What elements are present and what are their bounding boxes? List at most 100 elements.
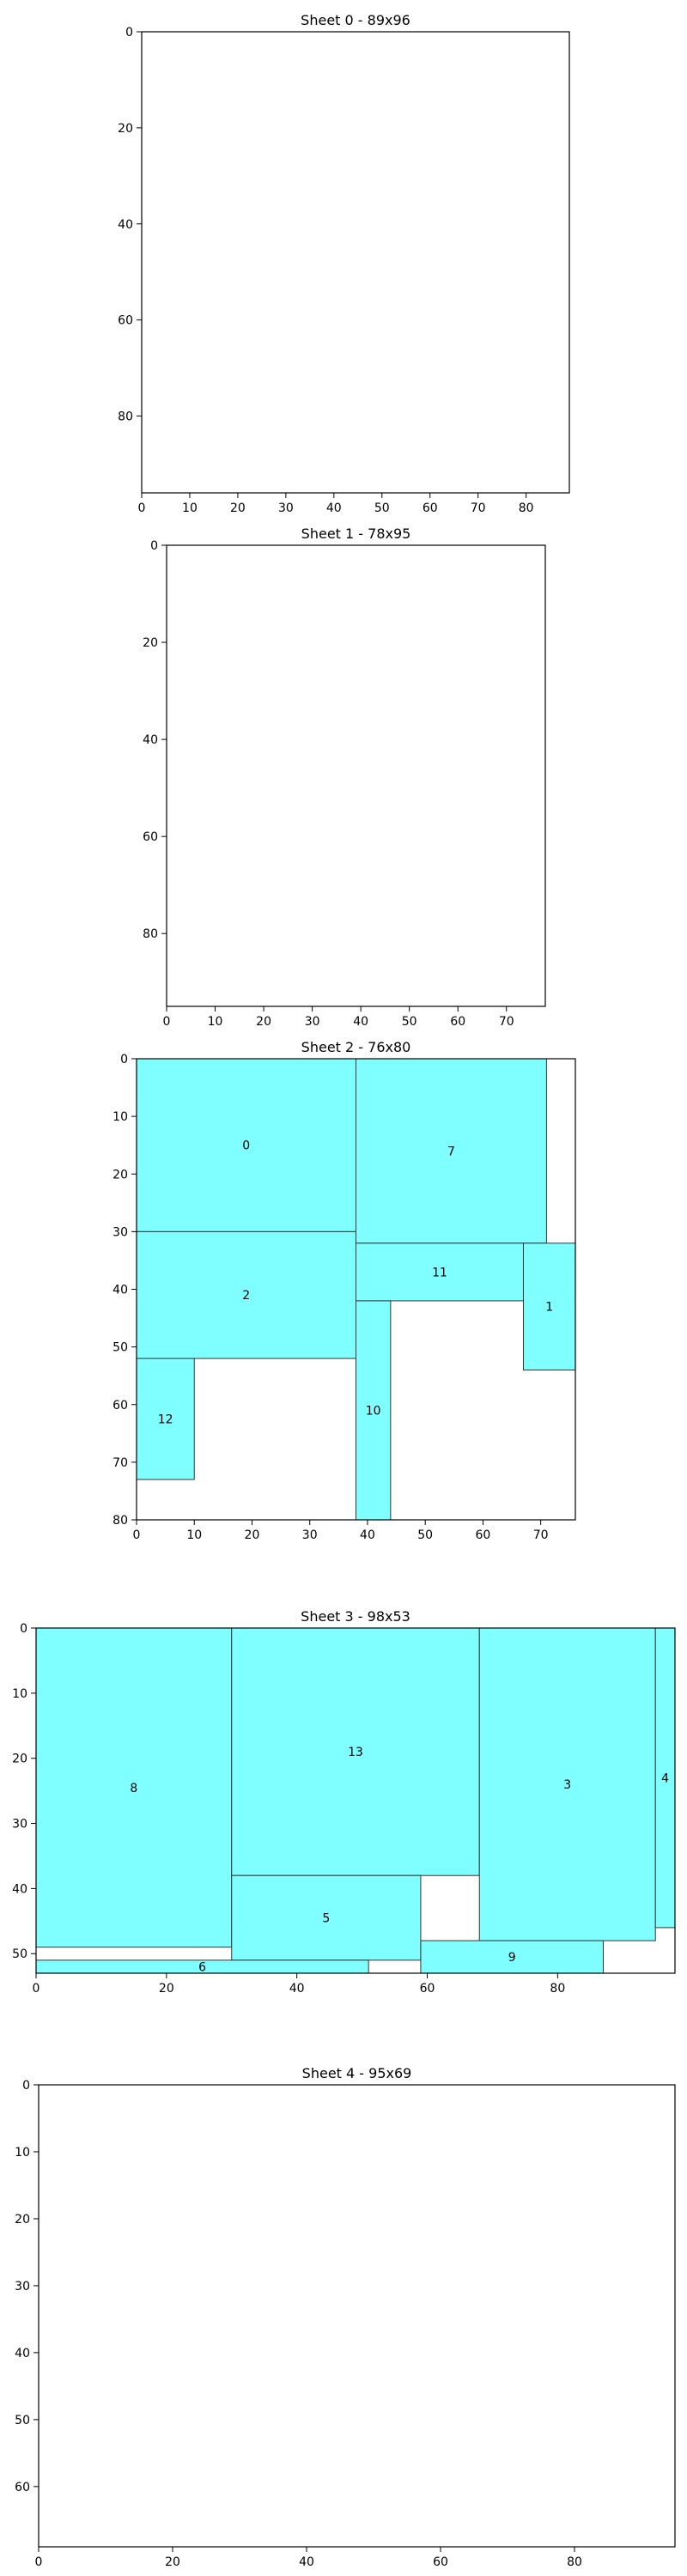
y-tick-label: 20	[112, 1168, 128, 1182]
y-tick-label: 80	[143, 927, 158, 941]
x-tick-label: 10	[182, 501, 198, 515]
packed-rect-10	[356, 1300, 392, 1521]
x-tick-label: 80	[519, 501, 534, 515]
x-tick-label: 20	[165, 2555, 180, 2569]
sheet-border	[35, 1627, 676, 1974]
x-tick-label: 60	[420, 1982, 435, 1996]
rect-label-7: 7	[447, 1145, 455, 1158]
y-tick-label: 40	[112, 1284, 128, 1297]
y-tick-label: 40	[143, 733, 158, 747]
x-tick-label: 0	[138, 501, 146, 515]
x-tick-label: 0	[163, 1015, 171, 1029]
x-tick-label: 30	[305, 1015, 320, 1029]
x-tick-label: 20	[256, 1015, 271, 1029]
x-tick-label: 20	[230, 501, 246, 515]
rect-label-3: 3	[563, 1778, 571, 1792]
y-tick-label: 40	[12, 1882, 27, 1896]
y-tick-label: 60	[112, 1399, 128, 1413]
y-tick-label: 80	[112, 1514, 128, 1528]
rect-label-10: 10	[366, 1404, 381, 1418]
y-tick-label: 20	[143, 636, 158, 650]
y-tick-label: 20	[15, 2213, 30, 2227]
x-tick-label: 60	[423, 501, 438, 515]
y-tick-label: 30	[12, 1818, 27, 1832]
sheet-0-chart: Sheet 0 - 89x96 0 10 20 30 40 50 60 70 80 0 20 40 60 8…	[118, 12, 570, 515]
x-tick-label: 50	[402, 1015, 417, 1029]
sheet-border	[166, 544, 546, 1007]
y-tick-label: 50	[15, 2414, 30, 2427]
y-tick-label: 10	[112, 1110, 128, 1124]
y-tick-label: 10	[12, 1687, 27, 1701]
x-tick-label: 60	[450, 1015, 465, 1029]
y-tick-label: 0	[22, 2079, 30, 2093]
packed-rect-9	[420, 1940, 604, 1974]
y-tick-label: 10	[15, 2146, 30, 2160]
y-tick-label: 0	[150, 539, 158, 553]
x-tick-label: 20	[245, 1528, 260, 1542]
x-tick-label: 60	[433, 2555, 448, 2569]
x-tick-label: 20	[159, 1982, 174, 1996]
packed-rect-8	[35, 1627, 233, 1948]
x-tick-label: 40	[326, 501, 342, 515]
y-tick-label: 60	[118, 314, 133, 328]
x-tick-label: 0	[33, 1982, 40, 1996]
x-tick-label: 70	[533, 1528, 549, 1542]
packed-rect-0	[136, 1058, 356, 1232]
y-tick-label: 60	[15, 2481, 30, 2494]
rect-label-11: 11	[432, 1266, 447, 1279]
rect-label-1: 1	[545, 1301, 553, 1315]
y-tick-label: 80	[118, 410, 133, 424]
y-tick-label: 50	[112, 1341, 128, 1355]
packed-rect-11	[356, 1242, 524, 1302]
y-tick-label: 40	[15, 2347, 30, 2360]
x-tick-label: 70	[499, 1015, 514, 1029]
sheet-4-chart: Sheet 4 - 95x69 0 20 40 60 80 0 10 20 30 40 50 60	[15, 2065, 676, 2569]
y-tick-label: 20	[12, 1753, 27, 1766]
y-tick-label: 70	[112, 1456, 128, 1470]
rect-label-9: 9	[508, 1951, 516, 1965]
chart-title: Sheet 4 - 95x69	[302, 2065, 412, 2081]
y-tick-label: 0	[120, 1053, 128, 1066]
y-tick-label: 40	[118, 218, 133, 232]
rect-label-13: 13	[348, 1746, 363, 1759]
x-tick-label: 70	[471, 501, 486, 515]
y-tick-label: 0	[125, 26, 133, 39]
rect-label-12: 12	[158, 1413, 173, 1427]
rect-label-6: 6	[198, 1960, 206, 1974]
y-tick-label: 50	[12, 1947, 27, 1961]
chart-title: Sheet 0 - 89x96	[301, 12, 410, 28]
chart-title: Sheet 3 - 98x53	[301, 1608, 410, 1625]
x-tick-label: 0	[133, 1528, 141, 1542]
y-tick-label: 20	[118, 122, 133, 136]
sheet-1-chart: Sheet 1 - 78x95 0 10 20 30 40 50 60 70 0 20 40 60 80	[143, 526, 546, 1029]
y-tick-label: 0	[20, 1622, 27, 1636]
packed-rect-5	[231, 1874, 422, 1961]
sheet-border	[38, 2084, 676, 2548]
x-tick-label: 40	[289, 1982, 305, 1996]
x-tick-label: 50	[417, 1528, 433, 1542]
rect-label-4: 4	[661, 1771, 669, 1785]
x-tick-label: 50	[374, 501, 390, 515]
x-tick-label: 60	[476, 1528, 491, 1542]
chart-title: Sheet 1 - 78x95	[301, 526, 411, 542]
packed-rect-12	[136, 1358, 195, 1480]
packed-rect-7	[356, 1058, 547, 1244]
x-tick-label: 40	[360, 1528, 375, 1542]
chart-title: Sheet 2 - 76x80	[301, 1039, 411, 1055]
x-tick-label: 30	[302, 1528, 318, 1542]
x-tick-label: 40	[353, 1015, 368, 1029]
rect-label-0: 0	[242, 1139, 250, 1153]
packed-rect-3	[478, 1627, 656, 1941]
x-tick-label: 0	[35, 2555, 43, 2569]
x-tick-label: 10	[186, 1528, 202, 1542]
rect-label-5: 5	[322, 1912, 330, 1926]
y-tick-label: 30	[15, 2280, 30, 2293]
x-tick-label: 80	[550, 1982, 565, 1996]
x-tick-label: 10	[208, 1015, 223, 1029]
x-tick-label: 40	[299, 2555, 314, 2569]
x-tick-label: 30	[278, 501, 294, 515]
y-tick-label: 60	[143, 830, 158, 844]
